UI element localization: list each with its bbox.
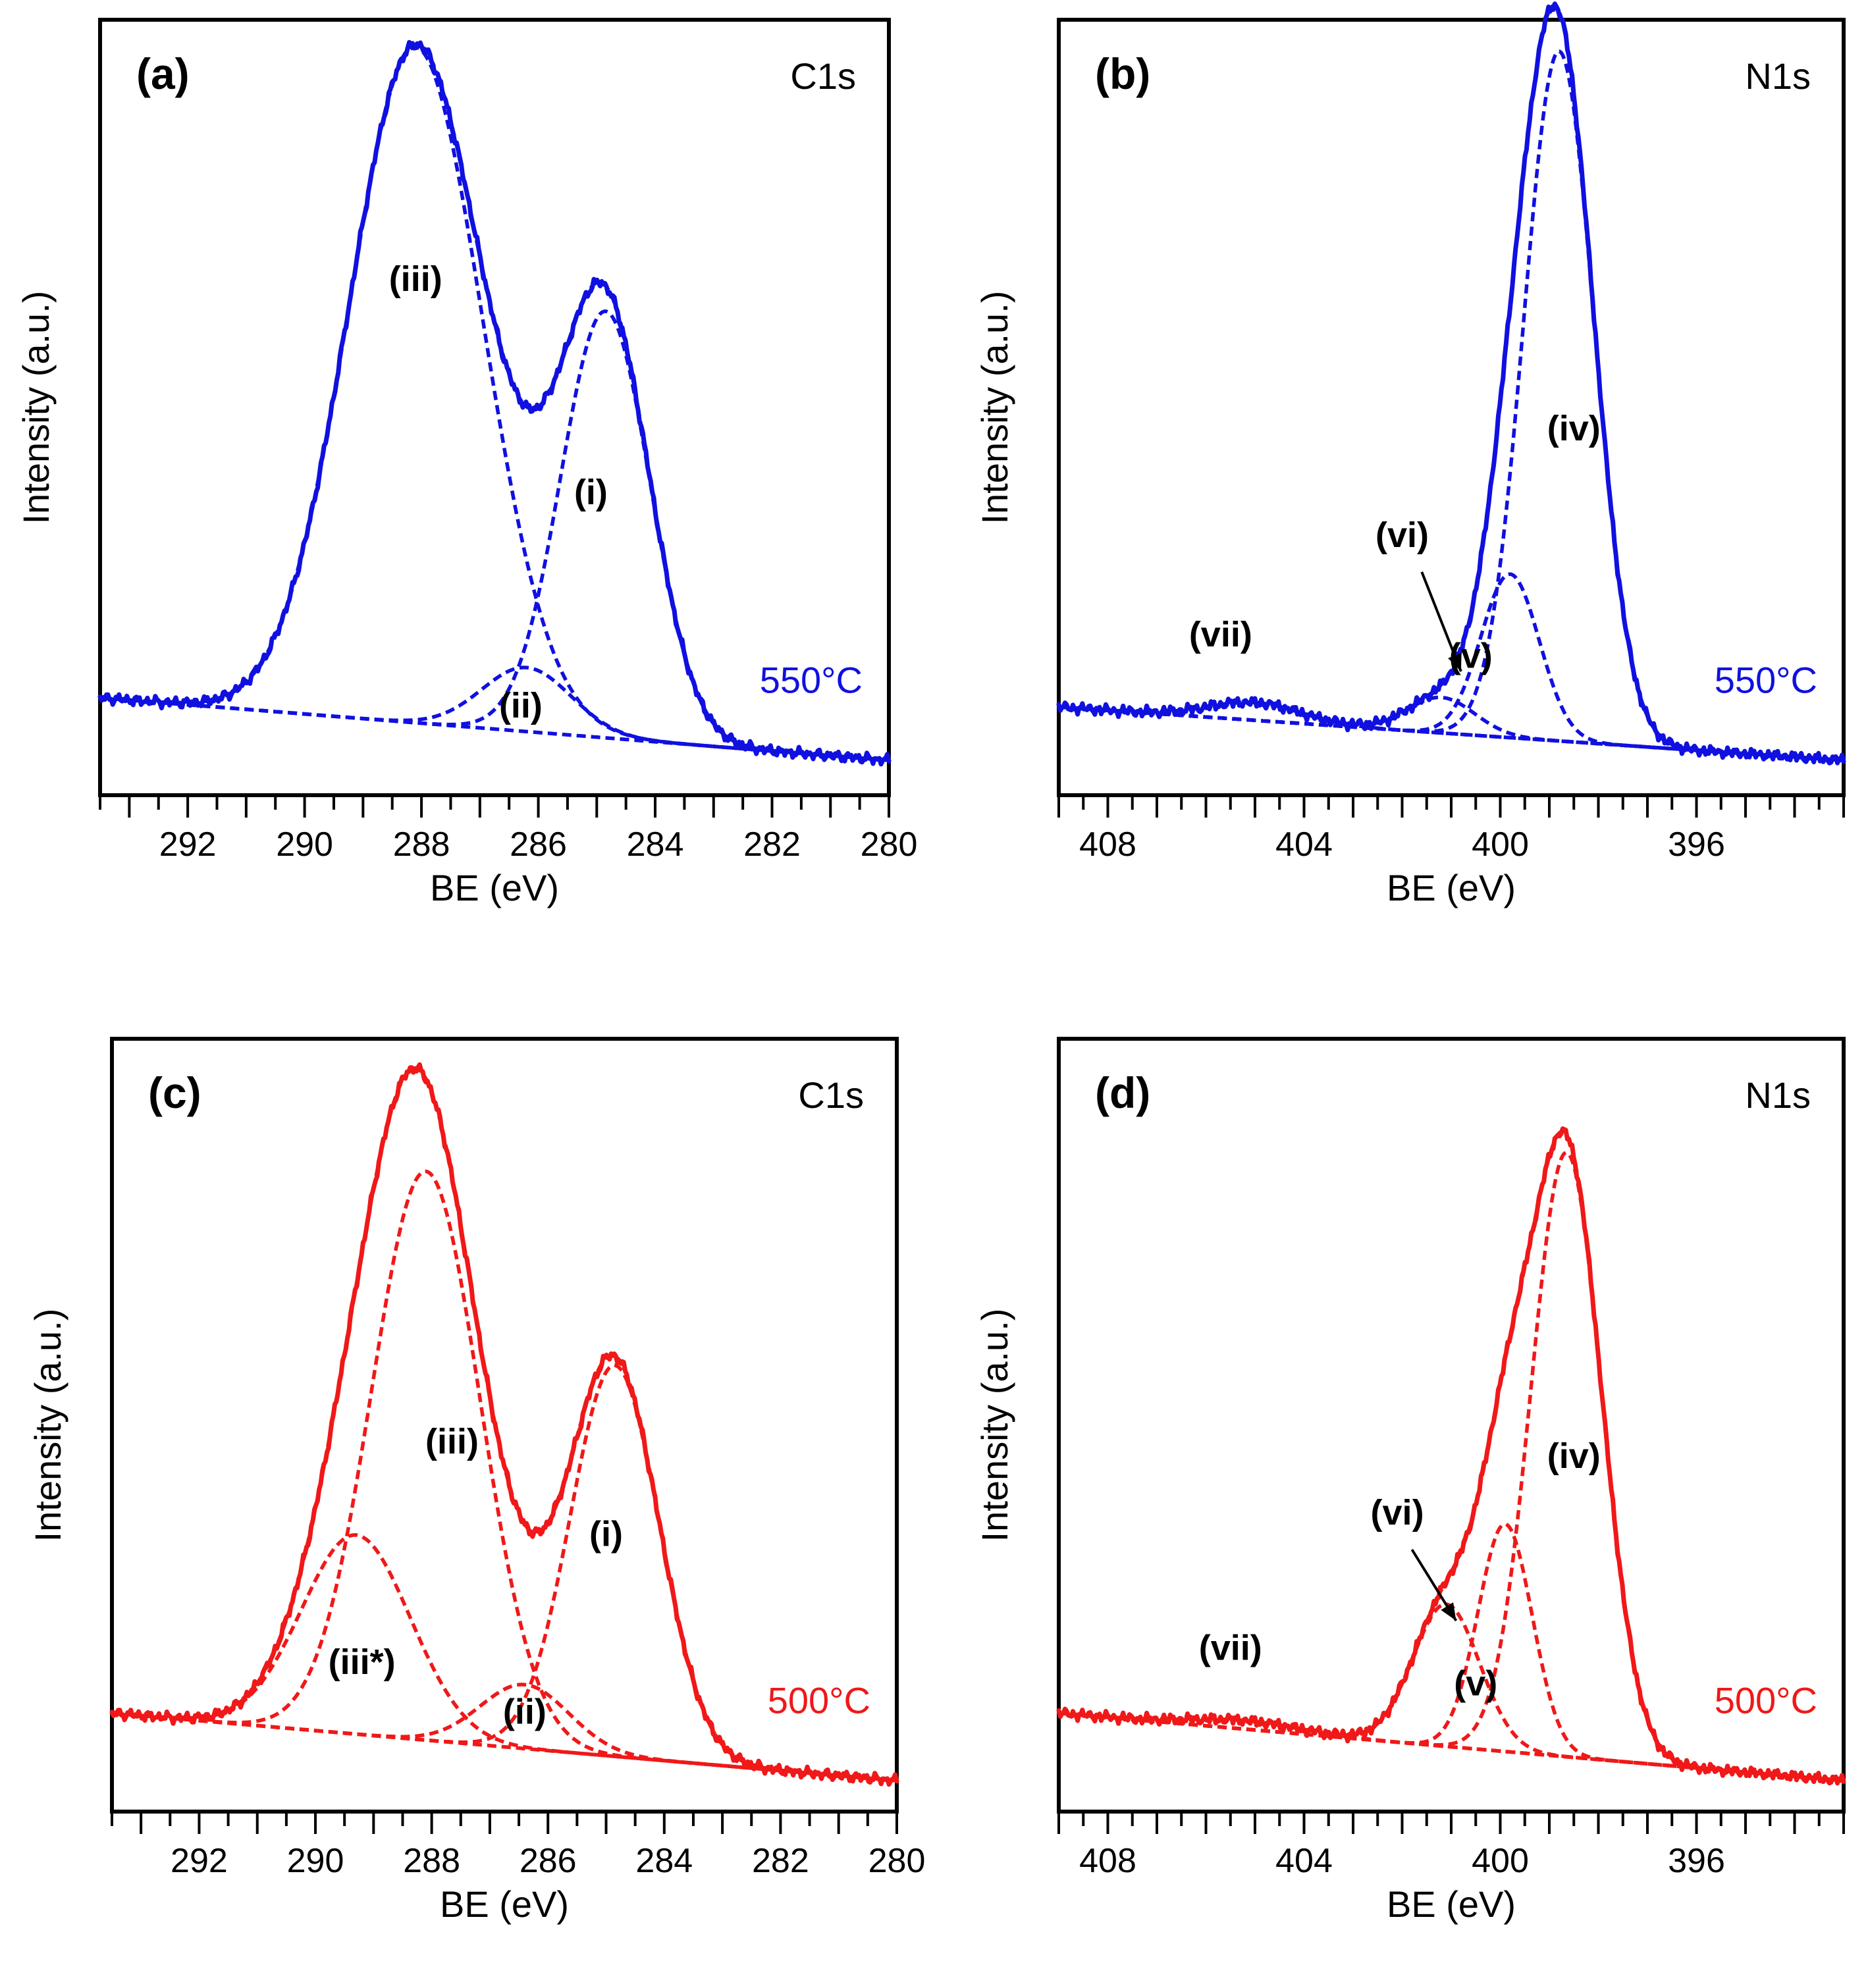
peak-annotation: (i): [574, 473, 608, 512]
panel-label: (c): [148, 1068, 201, 1117]
x-tick-label: 284: [635, 1842, 693, 1880]
spectrum-label: N1s: [1745, 55, 1811, 97]
temperature-label: 500°C: [768, 1679, 870, 1721]
x-tick-label: 280: [868, 1842, 926, 1880]
peak-annotation: (iii): [425, 1422, 479, 1461]
peak-annotation: (ii): [499, 686, 543, 725]
x-tick-label: 282: [743, 825, 801, 864]
measured-spectrum: [1056, 1, 1846, 766]
component-peak-ii: [111, 1683, 897, 1783]
x-tick-label: 408: [1079, 1842, 1136, 1880]
y-axis-label: Intensity (a.u.): [974, 1309, 1015, 1542]
peak-annotation: (iv): [1547, 409, 1601, 448]
x-tick-label: 286: [510, 825, 567, 864]
x-tick-label: 282: [752, 1842, 809, 1880]
plot-frame: [98, 18, 891, 797]
x-axis-label: BE (eV): [1387, 867, 1516, 908]
x-tick-label: 280: [861, 825, 918, 864]
peak-annotation: (vi): [1371, 1493, 1424, 1532]
x-tick-label: 284: [627, 825, 684, 864]
peak-annotation: (vii): [1199, 1628, 1262, 1667]
peak-annotation: (vii): [1189, 615, 1252, 654]
peak-annotation: (ii): [503, 1692, 547, 1732]
chart-panel-d: 408 404 400 396 BE (eV) Intensity (a.u.) (d) N1…: [974, 1037, 1846, 1925]
peak-annotation: (iii): [389, 259, 442, 299]
spectrum-label: C1s: [798, 1074, 864, 1116]
peak-annotation: (v): [1454, 1663, 1497, 1703]
temperature-label: 550°C: [1715, 659, 1817, 700]
x-tick-label: 396: [1668, 1842, 1725, 1880]
peak-annotation: (vi): [1375, 515, 1429, 555]
measured-spectrum: [1056, 1126, 1846, 1786]
peak-annotation: (i): [589, 1515, 623, 1554]
plot-frame: [110, 1037, 899, 1814]
spectrum-label: N1s: [1745, 1074, 1811, 1116]
x-tick-label: 288: [393, 825, 450, 864]
temperature-label: 550°C: [760, 659, 863, 700]
x-tick-label: 290: [276, 825, 333, 864]
annotation-arrow: [1420, 571, 1462, 672]
component-peak-iii: [111, 1533, 897, 1783]
spectrum-label: C1s: [790, 55, 856, 97]
panel-label: (b): [1095, 49, 1150, 98]
x-axis-label: BE (eV): [430, 867, 559, 908]
chart-panel-a: 292 290 288 286 284 282 280 BE (eV) Intensity (a…: [15, 18, 918, 908]
y-axis-label: Intensity (a.u.): [15, 291, 57, 525]
x-tick-label: 404: [1275, 825, 1333, 864]
x-axis-label: BE (eV): [440, 1883, 569, 1925]
chart-panel-c: 292 290 288 286 284 282 280 BE (eV) Intensity (a…: [27, 1037, 926, 1925]
chart-panel-b: 408 404 400 396 BE (eV) Intensity (a.u.) (b) N1…: [974, 1, 1846, 908]
x-tick-label: 400: [1472, 825, 1529, 864]
y-axis-label: Intensity (a.u.): [974, 291, 1015, 525]
x-tick-label: 404: [1275, 1842, 1333, 1880]
measured-spectrum: [109, 1062, 899, 1787]
x-tick-label: 288: [403, 1842, 460, 1880]
panel-label: (a): [136, 49, 190, 98]
x-tick-label: 286: [520, 1842, 577, 1880]
fit-envelope: [111, 1066, 897, 1783]
panel-label: (d): [1095, 1068, 1150, 1117]
measured-spectrum: [97, 39, 892, 767]
x-axis-label: BE (eV): [1387, 1883, 1516, 1925]
x-tick-label: 290: [287, 1842, 344, 1880]
peak-annotation: (iv): [1547, 1436, 1601, 1476]
x-tick-label: 396: [1668, 825, 1725, 864]
annotation-arrow-head: [1441, 1602, 1456, 1621]
x-tick-label: 292: [171, 1842, 228, 1880]
x-tick-label: 408: [1079, 825, 1136, 864]
y-axis-label: Intensity (a.u.): [27, 1309, 68, 1542]
fit-envelope: [99, 42, 890, 762]
x-tick-label: 400: [1472, 1842, 1529, 1880]
x-tick-label: 292: [159, 825, 217, 864]
temperature-label: 500°C: [1715, 1679, 1817, 1721]
annotation-arrow-head: [1448, 652, 1462, 671]
component-peak-iii: [99, 45, 890, 762]
peak-annotation: (iii*): [329, 1642, 396, 1682]
component-peak-iii: [111, 1169, 897, 1783]
